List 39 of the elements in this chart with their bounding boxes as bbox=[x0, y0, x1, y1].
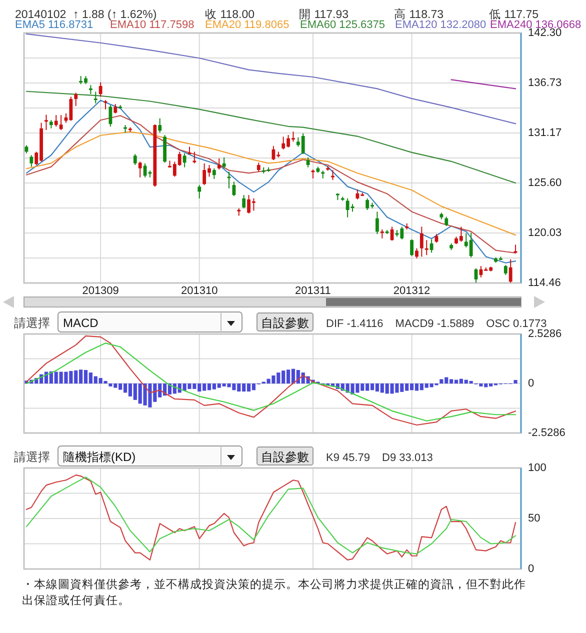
x-tick-label: 201311 bbox=[295, 285, 331, 297]
y-tick-label: 50 bbox=[528, 512, 540, 524]
text: EMA60 125.6375 bbox=[300, 19, 386, 31]
text: EMA5 116.8731 bbox=[15, 19, 94, 31]
text: 高 118.73 bbox=[394, 7, 444, 21]
text: 請選擇 bbox=[14, 316, 50, 330]
text: 開 117.93 bbox=[299, 8, 349, 21]
text: 自設參數 bbox=[261, 316, 309, 330]
text: OSC 0.1773 bbox=[486, 318, 547, 330]
text: EMA20 119.8065 bbox=[205, 19, 290, 31]
y-tick-label: 114.46 bbox=[528, 276, 561, 289]
x-tick-label: 201309 bbox=[82, 285, 119, 297]
text: 20140102 bbox=[15, 9, 66, 21]
text: 收 118.00 bbox=[205, 8, 255, 21]
x-tick-label: 201310 bbox=[181, 285, 218, 297]
y-tick-label: 131.17 bbox=[528, 126, 562, 139]
y-tick-label: 0 bbox=[528, 377, 534, 390]
y-tick-label: 120.03 bbox=[528, 226, 562, 239]
text: 自設參數 bbox=[261, 450, 309, 464]
y-tick-label: 142.30 bbox=[528, 26, 562, 39]
text: K9 45.79 bbox=[326, 452, 370, 464]
x-tick-label: 201312 bbox=[393, 285, 430, 297]
y-tick-label: 2.5286 bbox=[528, 328, 562, 340]
text: 隨機指標(KD) bbox=[63, 450, 136, 464]
text: 請選擇 bbox=[14, 450, 50, 464]
text: EMA10 117.7598 bbox=[110, 19, 194, 31]
text: ・本線圖資料僅供參考，並不構成投資決策的提示。本公司將力求提供正確的資訊，但不對此作出保證或任何責任。 bbox=[22, 578, 527, 609]
y-tick-label: 0 bbox=[528, 562, 534, 575]
text: EMA120 132.2080 bbox=[395, 19, 486, 31]
y-tick-label: -2.5286 bbox=[528, 426, 566, 439]
text: 低 117.75 bbox=[489, 8, 539, 21]
y-tick-label: 100 bbox=[528, 462, 546, 474]
text: MACD bbox=[63, 316, 99, 330]
y-tick-label: 136.73 bbox=[528, 76, 562, 89]
text: D9 33.013 bbox=[382, 452, 433, 464]
text: ↑ 1.88 (↑ 1.62%) bbox=[73, 9, 157, 21]
text: DIF -1.4116 bbox=[326, 318, 384, 330]
y-tick-label: 125.60 bbox=[528, 176, 562, 189]
text: MACD9 -1.5889 bbox=[395, 318, 474, 330]
